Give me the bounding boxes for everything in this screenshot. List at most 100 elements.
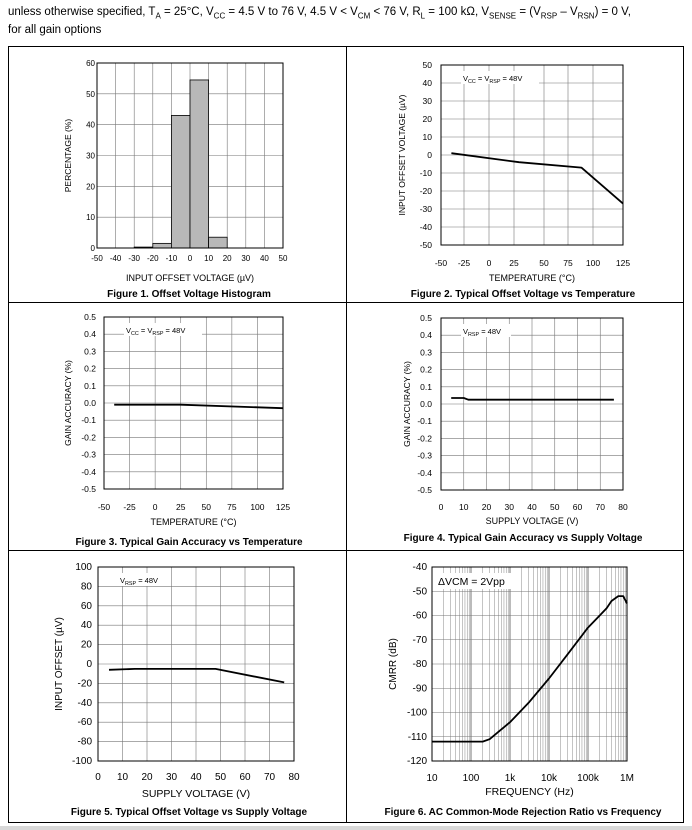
fig5-annotation-part: = 48V — [136, 576, 158, 585]
fig6-y-tick-label: -100 — [407, 708, 427, 719]
fig1-x-tick-label: -20 — [147, 254, 159, 263]
fig2-annotation: VCC = VRSP = 48V — [463, 74, 522, 85]
fig4-y-tick-label: 0.4 — [420, 330, 432, 340]
fig2-y-tick-label: 0 — [427, 150, 432, 160]
fig4-x-tick-label: 70 — [596, 502, 606, 512]
fig1-y-tick-label: 40 — [86, 121, 95, 130]
fig1-x-axis-title: INPUT OFFSET VOLTAGE (µV) — [126, 273, 254, 283]
fig3-x-tick-label: 25 — [176, 502, 186, 512]
fig5-y-tick-label: -20 — [78, 678, 93, 689]
fig1-x-tick-label: 30 — [241, 254, 250, 263]
fig6-plot-frame — [431, 566, 628, 762]
fig4-y-tick-label: -0.3 — [417, 451, 432, 461]
figure-grid-divider-row1 — [8, 302, 684, 303]
fig5-y-tick-label: 20 — [81, 640, 93, 651]
fig6-y-tick-label: -50 — [413, 586, 428, 597]
fig6-y-axis-title: CMRR (dB) — [388, 638, 399, 690]
fig3-annotation-part: = 48V — [163, 326, 185, 335]
fig2-x-tick-label: 0 — [487, 258, 492, 268]
fig5-y-tick-label: 60 — [81, 601, 93, 612]
fig1-bar — [152, 242, 172, 249]
fig3-series-line — [114, 403, 284, 410]
fig6-y-tick-label: -40 — [413, 562, 428, 573]
fig6-caption: Figure 6. AC Common-Mode Rejection Ratio… — [385, 807, 662, 818]
fig4-x-tick-label: 80 — [618, 502, 628, 512]
fig3-y-tick-label: -0.5 — [81, 484, 96, 494]
fig1-x-tick-label: 50 — [279, 254, 288, 263]
fig1-y-tick-label: 50 — [86, 90, 95, 99]
fig6-x-tick-label: 1k — [505, 773, 517, 784]
fig6-x-tick-label: 10k — [541, 773, 558, 784]
fig1-x-tick-label: -40 — [110, 254, 122, 263]
fig4-y-tick-label: 0.2 — [420, 365, 432, 375]
fig3-y-tick-label: 0.5 — [84, 312, 96, 322]
fig4-y-tick-label: 0.5 — [420, 313, 432, 323]
fig3-y-tick-label: -0.2 — [81, 432, 96, 442]
fig4-x-tick-label: 60 — [573, 502, 583, 512]
fig4-y-tick-label: -0.1 — [417, 416, 432, 426]
fig6-y-tick-label: -60 — [413, 611, 428, 622]
fig2-annotation-part: CC — [468, 79, 476, 85]
fig3-annotation-bg — [124, 323, 202, 336]
fig4-annotation-part: RSP — [468, 332, 479, 338]
fig4-x-tick-label: 0 — [439, 502, 444, 512]
fig5-x-tick-label: 10 — [117, 772, 129, 783]
fig6-y-tick-label: -90 — [413, 683, 428, 694]
fig5-y-tick-label: -40 — [78, 698, 93, 709]
fig2-y-tick-label: 20 — [423, 114, 433, 124]
fig2-annotation-part: RSP — [489, 79, 500, 85]
fig3-y-tick-label: 0.1 — [84, 381, 96, 391]
fig6-annotation: ΔVCM = 2Vpp — [438, 576, 505, 588]
fig1-x-tick-label: 10 — [204, 254, 213, 263]
conditions-line-1: unless otherwise specified, TA = 25°C, V… — [8, 6, 631, 21]
fig3-annotation-part: CC — [131, 331, 139, 337]
fig3-y-axis-title: GAIN ACCURACY (%) — [63, 360, 73, 446]
fig2-x-tick-label: 125 — [616, 258, 630, 268]
fig5-y-tick-label: -60 — [78, 717, 93, 728]
fig2-series-line — [451, 152, 624, 205]
fig2-x-tick-label: 100 — [586, 258, 600, 268]
fig2-y-tick-label: -30 — [420, 204, 433, 214]
fig6-series-line — [432, 595, 628, 743]
fig6-y-tick-label: -70 — [413, 635, 428, 646]
fig4-caption: Figure 4. Typical Gain Accuracy vs Suppl… — [404, 533, 643, 544]
fig5-y-tick-label: -100 — [72, 756, 92, 767]
fig3-y-tick-label: -0.3 — [81, 450, 96, 460]
fig1-y-axis-title: PERCENTAGE (%) — [63, 119, 73, 193]
fig3-x-tick-label: 75 — [227, 502, 237, 512]
fig3-x-tick-label: -50 — [98, 502, 111, 512]
fig2-x-tick-label: -50 — [435, 258, 448, 268]
fig3-x-tick-label: 100 — [250, 502, 264, 512]
fig3-y-tick-label: 0.2 — [84, 364, 96, 374]
fig1-x-tick-label: 20 — [223, 254, 232, 263]
fig5-y-axis-title: INPUT OFFSET (µV) — [54, 617, 65, 711]
fig5-x-tick-label: 50 — [215, 772, 227, 783]
fig2-x-tick-label: 50 — [539, 258, 549, 268]
fig5-y-tick-label: -80 — [78, 737, 93, 748]
page-bottom-strip — [0, 826, 692, 830]
fig2-y-tick-label: 10 — [423, 132, 433, 142]
fig3-y-tick-label: 0.3 — [84, 346, 96, 356]
fig2-annotation-bg — [461, 71, 539, 84]
fig4-y-tick-label: -0.2 — [417, 433, 432, 443]
fig2-x-tick-label: 25 — [509, 258, 519, 268]
fig2-y-tick-label: 40 — [423, 78, 433, 88]
fig3-annotation-part: V — [126, 326, 131, 335]
fig6-annotation-bg — [435, 573, 511, 589]
fig5-caption: Figure 5. Typical Offset Voltage vs Supp… — [71, 807, 308, 818]
fig2-x-tick-label: -25 — [458, 258, 471, 268]
fig2-x-tick-label: 75 — [563, 258, 573, 268]
fig1-y-tick-label: 0 — [91, 244, 96, 253]
fig5-annotation-part: RSP — [125, 581, 136, 587]
fig1-bar — [189, 79, 210, 249]
fig4-plot-frame — [440, 317, 624, 491]
fig4-annotation: VRSP = 48V — [463, 327, 501, 338]
fig2-annotation-part: = V — [476, 74, 490, 83]
fig1-x-tick-label: -30 — [128, 254, 140, 263]
fig2-plot-frame — [440, 64, 624, 246]
fig3-caption: Figure 3. Typical Gain Accuracy vs Tempe… — [75, 537, 303, 548]
fig1-y-tick-label: 30 — [86, 152, 95, 161]
conditions-line-2: for all gain options — [8, 24, 102, 37]
fig5-y-tick-label: 80 — [81, 581, 93, 592]
fig4-x-tick-label: 40 — [527, 502, 537, 512]
